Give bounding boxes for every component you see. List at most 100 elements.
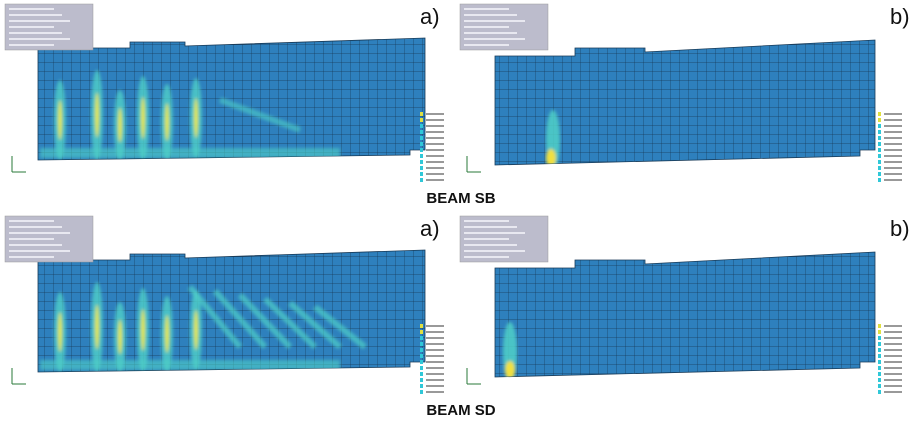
legend-swatch <box>420 112 423 116</box>
legend-text <box>884 385 902 387</box>
legend-text <box>884 391 902 393</box>
info-line <box>9 38 70 40</box>
panel-label: b) <box>890 216 910 241</box>
legend-text <box>884 343 902 345</box>
legend-text <box>884 173 902 175</box>
legend-text <box>426 391 444 393</box>
legend-swatch <box>878 148 881 152</box>
crack-core <box>194 310 198 350</box>
legend-swatch <box>420 136 423 140</box>
legend-text <box>884 379 902 381</box>
legend-swatch <box>878 166 881 170</box>
legend-text <box>426 385 444 387</box>
legend-text <box>884 361 902 363</box>
legend-swatch <box>420 390 423 394</box>
legend-text <box>884 125 902 127</box>
legend-text <box>426 167 444 169</box>
legend-swatch <box>878 354 881 358</box>
legend-swatch <box>878 336 881 340</box>
legend-swatch <box>420 342 423 346</box>
legend-swatch <box>878 136 881 140</box>
axis-triad <box>12 368 26 384</box>
crack-core <box>194 98 198 138</box>
info-line <box>464 44 509 46</box>
legend-swatch <box>420 360 423 364</box>
info-line <box>9 8 54 10</box>
legend-text <box>426 143 444 145</box>
crack-core <box>118 320 122 355</box>
legend-swatch <box>420 178 423 182</box>
legend-swatch <box>878 330 881 334</box>
legend-swatch <box>420 118 423 122</box>
crack-core <box>165 315 169 353</box>
legend-swatch <box>420 324 423 328</box>
crack-band <box>40 148 340 158</box>
legend-text <box>884 143 902 145</box>
legend-swatch <box>878 360 881 364</box>
info-line <box>9 256 54 258</box>
legend-swatch <box>420 172 423 176</box>
legend-swatch <box>878 366 881 370</box>
legend-text <box>884 367 902 369</box>
legend-swatch <box>420 330 423 334</box>
legend-text <box>884 349 902 351</box>
crack-core <box>95 305 99 350</box>
legend-text <box>884 167 902 169</box>
info-line <box>9 14 62 16</box>
legend-swatch <box>420 384 423 388</box>
axis-triad <box>467 368 481 384</box>
panel-label: b) <box>890 4 910 29</box>
legend-text <box>884 337 902 339</box>
info-line <box>464 226 517 228</box>
info-line <box>9 44 54 46</box>
legend-swatch <box>420 348 423 352</box>
info-line <box>464 32 517 34</box>
figure: a)b)BEAM SBa)b)BEAM SD <box>0 0 922 424</box>
beam-mesh <box>495 252 875 377</box>
panel: b) <box>460 4 910 182</box>
legend-text <box>426 367 444 369</box>
info-line <box>464 238 509 240</box>
legend-text <box>884 113 902 115</box>
legend-text <box>426 325 444 327</box>
legend-text <box>884 331 902 333</box>
legend-text <box>426 113 444 115</box>
legend-swatch <box>420 336 423 340</box>
legend-text <box>426 161 444 163</box>
legend-text <box>426 137 444 139</box>
crack-core <box>118 108 122 143</box>
legend-text <box>426 179 444 181</box>
legend-swatch <box>420 372 423 376</box>
crack-core <box>58 312 62 352</box>
beam-caption: BEAM SB <box>426 190 495 207</box>
legend-text <box>426 331 444 333</box>
legend-text <box>884 373 902 375</box>
legend-swatch <box>878 130 881 134</box>
legend-swatch <box>878 154 881 158</box>
legend-swatch <box>878 348 881 352</box>
info-line <box>464 14 517 16</box>
crack-core <box>505 361 515 379</box>
legend-swatch <box>878 390 881 394</box>
info-line <box>464 8 509 10</box>
legend-swatch <box>420 354 423 358</box>
legend-swatch <box>420 166 423 170</box>
cracks <box>503 322 517 382</box>
crack-core <box>165 103 169 141</box>
legend-text <box>426 173 444 175</box>
legend-swatch <box>878 324 881 328</box>
cracks <box>546 110 560 170</box>
legend-swatch <box>878 178 881 182</box>
legend-swatch <box>420 378 423 382</box>
legend-text <box>426 379 444 381</box>
info-line <box>464 20 525 22</box>
legend-text <box>884 355 902 357</box>
crack-core <box>141 309 145 351</box>
beam-caption: BEAM SD <box>426 402 495 419</box>
legend-text <box>426 349 444 351</box>
crack-core <box>95 93 99 138</box>
legend-text <box>884 325 902 327</box>
info-line <box>464 256 509 258</box>
info-line <box>9 250 70 252</box>
legend-text <box>884 161 902 163</box>
